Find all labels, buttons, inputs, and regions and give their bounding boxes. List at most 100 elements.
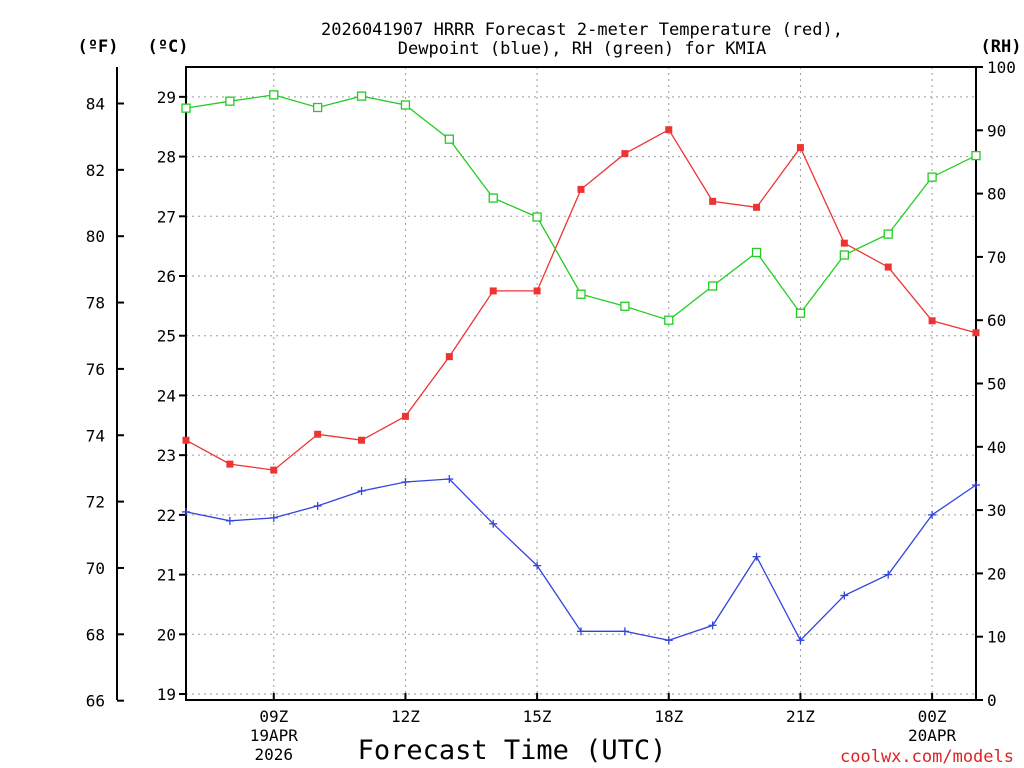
celsius-axis: 19 20 21 22 23 24 25 26 27 28 29 [157,88,186,704]
dewpoint-point [445,475,454,484]
rh-point [269,90,279,100]
rh-point [356,91,367,101]
rh-point [664,315,674,325]
dewpoint-point [489,519,498,528]
grid [186,67,976,700]
rh-point [708,281,718,291]
temperature-point [533,287,541,295]
dewpoint-point [840,591,849,600]
celsius-tick-label: 26 [157,267,176,286]
temperature-point [796,144,804,152]
chart-title-line-1: 2026041907 HRRR Forecast 2-meter Tempera… [321,20,843,40]
rh-point [444,134,454,144]
temperature-point [401,412,409,420]
temperature-point [182,436,190,444]
dewpoint-point [577,627,585,636]
temperature-point [665,126,673,134]
rh-line [185,94,977,321]
celsius-tick-label: 25 [157,327,176,346]
time-tick-label: 2026 [255,745,294,764]
rh-tick-label: 30 [987,501,1006,520]
temperature-point [840,239,848,247]
rh-point [488,193,498,203]
series [181,90,981,645]
dewpoint-point [182,507,190,516]
celsius-tick-label: 20 [157,625,176,644]
dewpoint-point [664,636,673,645]
dewpoint-point [928,510,937,519]
dewpoint-point [752,552,761,561]
temperature-point [226,460,234,468]
celsius-tick-label: 22 [157,506,176,525]
x-axis-label: Forecast Time (UTC) [358,735,667,766]
rh-point [620,301,630,311]
fahrenheit-tick-label: 76 [86,360,105,379]
time-tick-label: 18Z [654,707,683,726]
rh-point [532,212,542,222]
time-tick-label: 20APR [908,726,957,745]
time-tick-label: 19APR [250,726,299,745]
temperature-point [270,466,278,474]
fahrenheit-tick-label: 66 [86,692,105,711]
rh-point [971,150,981,161]
rh-point [181,103,191,113]
celsius-tick-label: 19 [157,685,176,704]
dewpoint-point [708,621,717,630]
fahrenheit-unit-label: (ºF) [78,37,119,57]
temperature-point [972,329,980,337]
rh-point [225,96,235,106]
temperature-point [489,287,497,295]
rh-point [795,308,806,318]
fahrenheit-tick-label: 82 [86,161,105,180]
fahrenheit-axis: 66 68 70 72 74 76 78 80 82 84 [86,94,124,711]
celsius-tick-label: 24 [157,386,176,405]
fahrenheit-tick-label: 80 [86,227,105,246]
temperature-point [709,197,717,205]
fahrenheit-tick-label: 72 [86,493,105,512]
rh-tick-label: 50 [987,375,1006,394]
temperature-point [928,317,936,325]
rh-tick-label: 60 [987,311,1006,330]
temperature-point [358,436,366,444]
dewpoint-line [185,478,977,642]
dewpoint-point [533,561,542,570]
rh-unit-label: (RH) [981,37,1022,57]
rh-point [400,100,411,110]
dewpoint-point [620,627,629,636]
celsius-tick-label: 27 [157,207,176,226]
dewpoint-point [225,516,234,525]
time-tick-label: 09Z [259,707,288,726]
dewpoint-point [401,478,410,487]
fahrenheit-tick-label: 68 [86,625,105,644]
rh-tick-label: 10 [987,628,1006,647]
fahrenheit-tick-label: 84 [86,94,105,113]
rh-point [751,247,762,258]
dewpoint-point [796,636,805,645]
dewpoint-point [313,501,322,510]
rh-point [313,102,323,113]
fahrenheit-tick-label: 78 [86,294,105,313]
celsius-tick-label: 21 [157,566,176,585]
rh-tick-label: 100 [987,58,1016,77]
temperature-point [753,203,761,211]
celsius-tick-label: 28 [157,148,176,167]
rh-point [883,229,893,239]
time-tick-label: 12Z [391,707,420,726]
rh-tick-label: 20 [987,564,1006,583]
rh-tick-label: 90 [987,121,1006,140]
rh-tick-label: 40 [987,438,1006,457]
temperature-point [445,353,453,361]
celsius-tick-label: 23 [157,446,176,465]
rh-tick-label: 80 [987,185,1006,204]
source-credit: coolwx.com/models [840,747,1014,767]
temperature-point [621,150,629,158]
celsius-unit-label: (ºC) [148,37,189,57]
time-tick-label: 21Z [786,707,815,726]
temperature-line [185,128,977,471]
rh-point [927,172,937,182]
time-tick-label: 15Z [523,707,552,726]
rh-tick-label: 0 [987,691,997,710]
celsius-tick-label: 29 [157,88,176,107]
